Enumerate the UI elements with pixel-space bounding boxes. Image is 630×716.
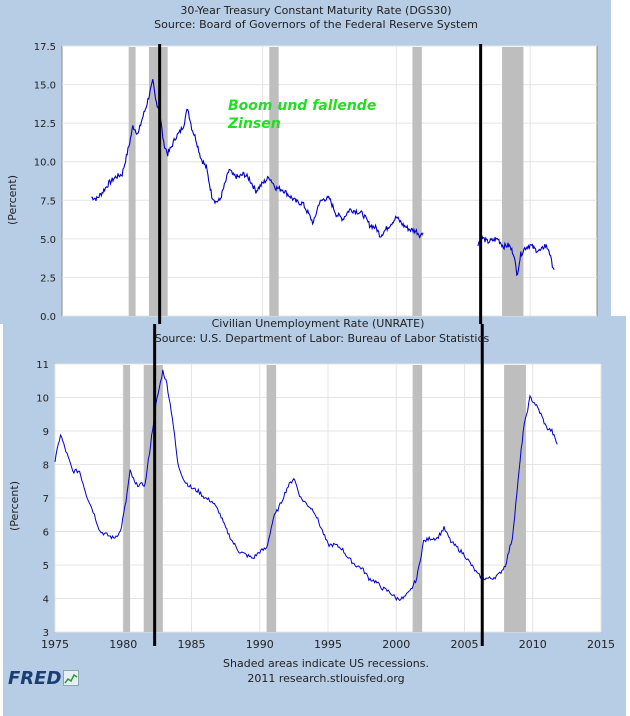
- top-recession-band: [412, 47, 422, 316]
- fred-chart-icon: [63, 670, 80, 686]
- annotation-line-1: Boom und fallende: [228, 98, 376, 114]
- top-chart-title: 30-Year Treasury Constant Maturity Rate …: [180, 4, 451, 17]
- bottom-series-line: [54, 369, 558, 602]
- bottom-y-tick-label: 5: [43, 561, 49, 572]
- bottom-x-tick-label: 1990: [246, 638, 274, 651]
- bottom-y-tick-labels: 3 4 5 6 7 8 9 10 11: [36, 360, 49, 639]
- bottom-y-tick-label: 8: [43, 461, 49, 472]
- bottom-x-tick-labels: 1975 1980 1985 1990 1995 2000 2005 2010 2015: [41, 638, 615, 651]
- bottom-y-tick-label: 9: [43, 427, 49, 438]
- bottom-x-tick-label: 1985: [178, 638, 206, 651]
- bottom-recession-band: [266, 365, 277, 632]
- bottom-y-tick-label: 3: [43, 628, 49, 639]
- bottom-x-tick-label: 1980: [109, 638, 137, 651]
- top-chart-subtitle: Source: Board of Governors of the Federa…: [154, 18, 478, 31]
- bottom-x-tick-label: 2010: [519, 638, 547, 651]
- top-y-tick-label: 15.0: [34, 81, 56, 92]
- bottom-x-tick-label: 2015: [587, 638, 615, 651]
- top-y-tick-label: 7.5: [40, 196, 56, 207]
- bottom-y-tick-label: 6: [43, 528, 49, 539]
- bottom-chart-title: Civilian Unemployment Rate (UNRATE): [212, 317, 425, 330]
- footer-recession-note: Shaded areas indicate US recessions.: [223, 657, 429, 670]
- top-recession-band: [502, 47, 524, 316]
- bottom-y-axis-label: (Percent): [8, 481, 21, 531]
- fred-logo-text: FRED: [8, 667, 62, 689]
- bottom-y-tick-label: 10: [36, 394, 49, 405]
- bottom-y-tick-label: 4: [43, 595, 49, 606]
- bottom-recession-band: [504, 365, 526, 632]
- top-y-tick-labels: 0.0 2.5 5.0 7.5 10.0 12.5 15.0 17.5: [34, 42, 56, 323]
- bottom-x-tick-label: 2000: [382, 638, 410, 651]
- top-series-group: [91, 79, 555, 277]
- bottom-x-tick-label: 1995: [314, 638, 342, 651]
- annotation-boom-text: Boom und fallende Zinsen: [227, 98, 381, 132]
- top-y-tick-label: 12.5: [34, 119, 56, 130]
- vertical-markers: [153, 44, 484, 646]
- top-y-tick-label: 5.0: [40, 235, 56, 246]
- bottom-x-tick-label: 1975: [41, 638, 69, 651]
- bottom-x-tick-label: 2005: [451, 638, 479, 651]
- top-y-tick-label: 2.5: [40, 273, 56, 284]
- top-recession-band: [128, 47, 136, 316]
- footer-source: 2011 research.stlouisfed.org: [247, 672, 404, 685]
- bottom-chart-subtitle: Source: U.S. Department of Labor: Bureau…: [155, 332, 490, 345]
- top-y-tick-label: 17.5: [34, 42, 56, 53]
- top-y-axis-label: (Percent): [6, 175, 19, 225]
- top-y-tick-label: 0.0: [40, 312, 56, 323]
- fred-logo: FRED: [8, 667, 80, 689]
- top-y-tick-label: 10.0: [34, 158, 56, 169]
- top-series-line: [91, 79, 424, 239]
- top-recession-band: [269, 47, 279, 316]
- bottom-series-group: [54, 369, 558, 602]
- bottom-recession-band: [412, 365, 423, 632]
- bottom-y-tick-label: 11: [36, 360, 49, 371]
- annotation-line-2: Zinsen: [227, 116, 281, 132]
- bottom-y-tick-label: 7: [43, 494, 49, 505]
- top-series-line: [477, 235, 555, 277]
